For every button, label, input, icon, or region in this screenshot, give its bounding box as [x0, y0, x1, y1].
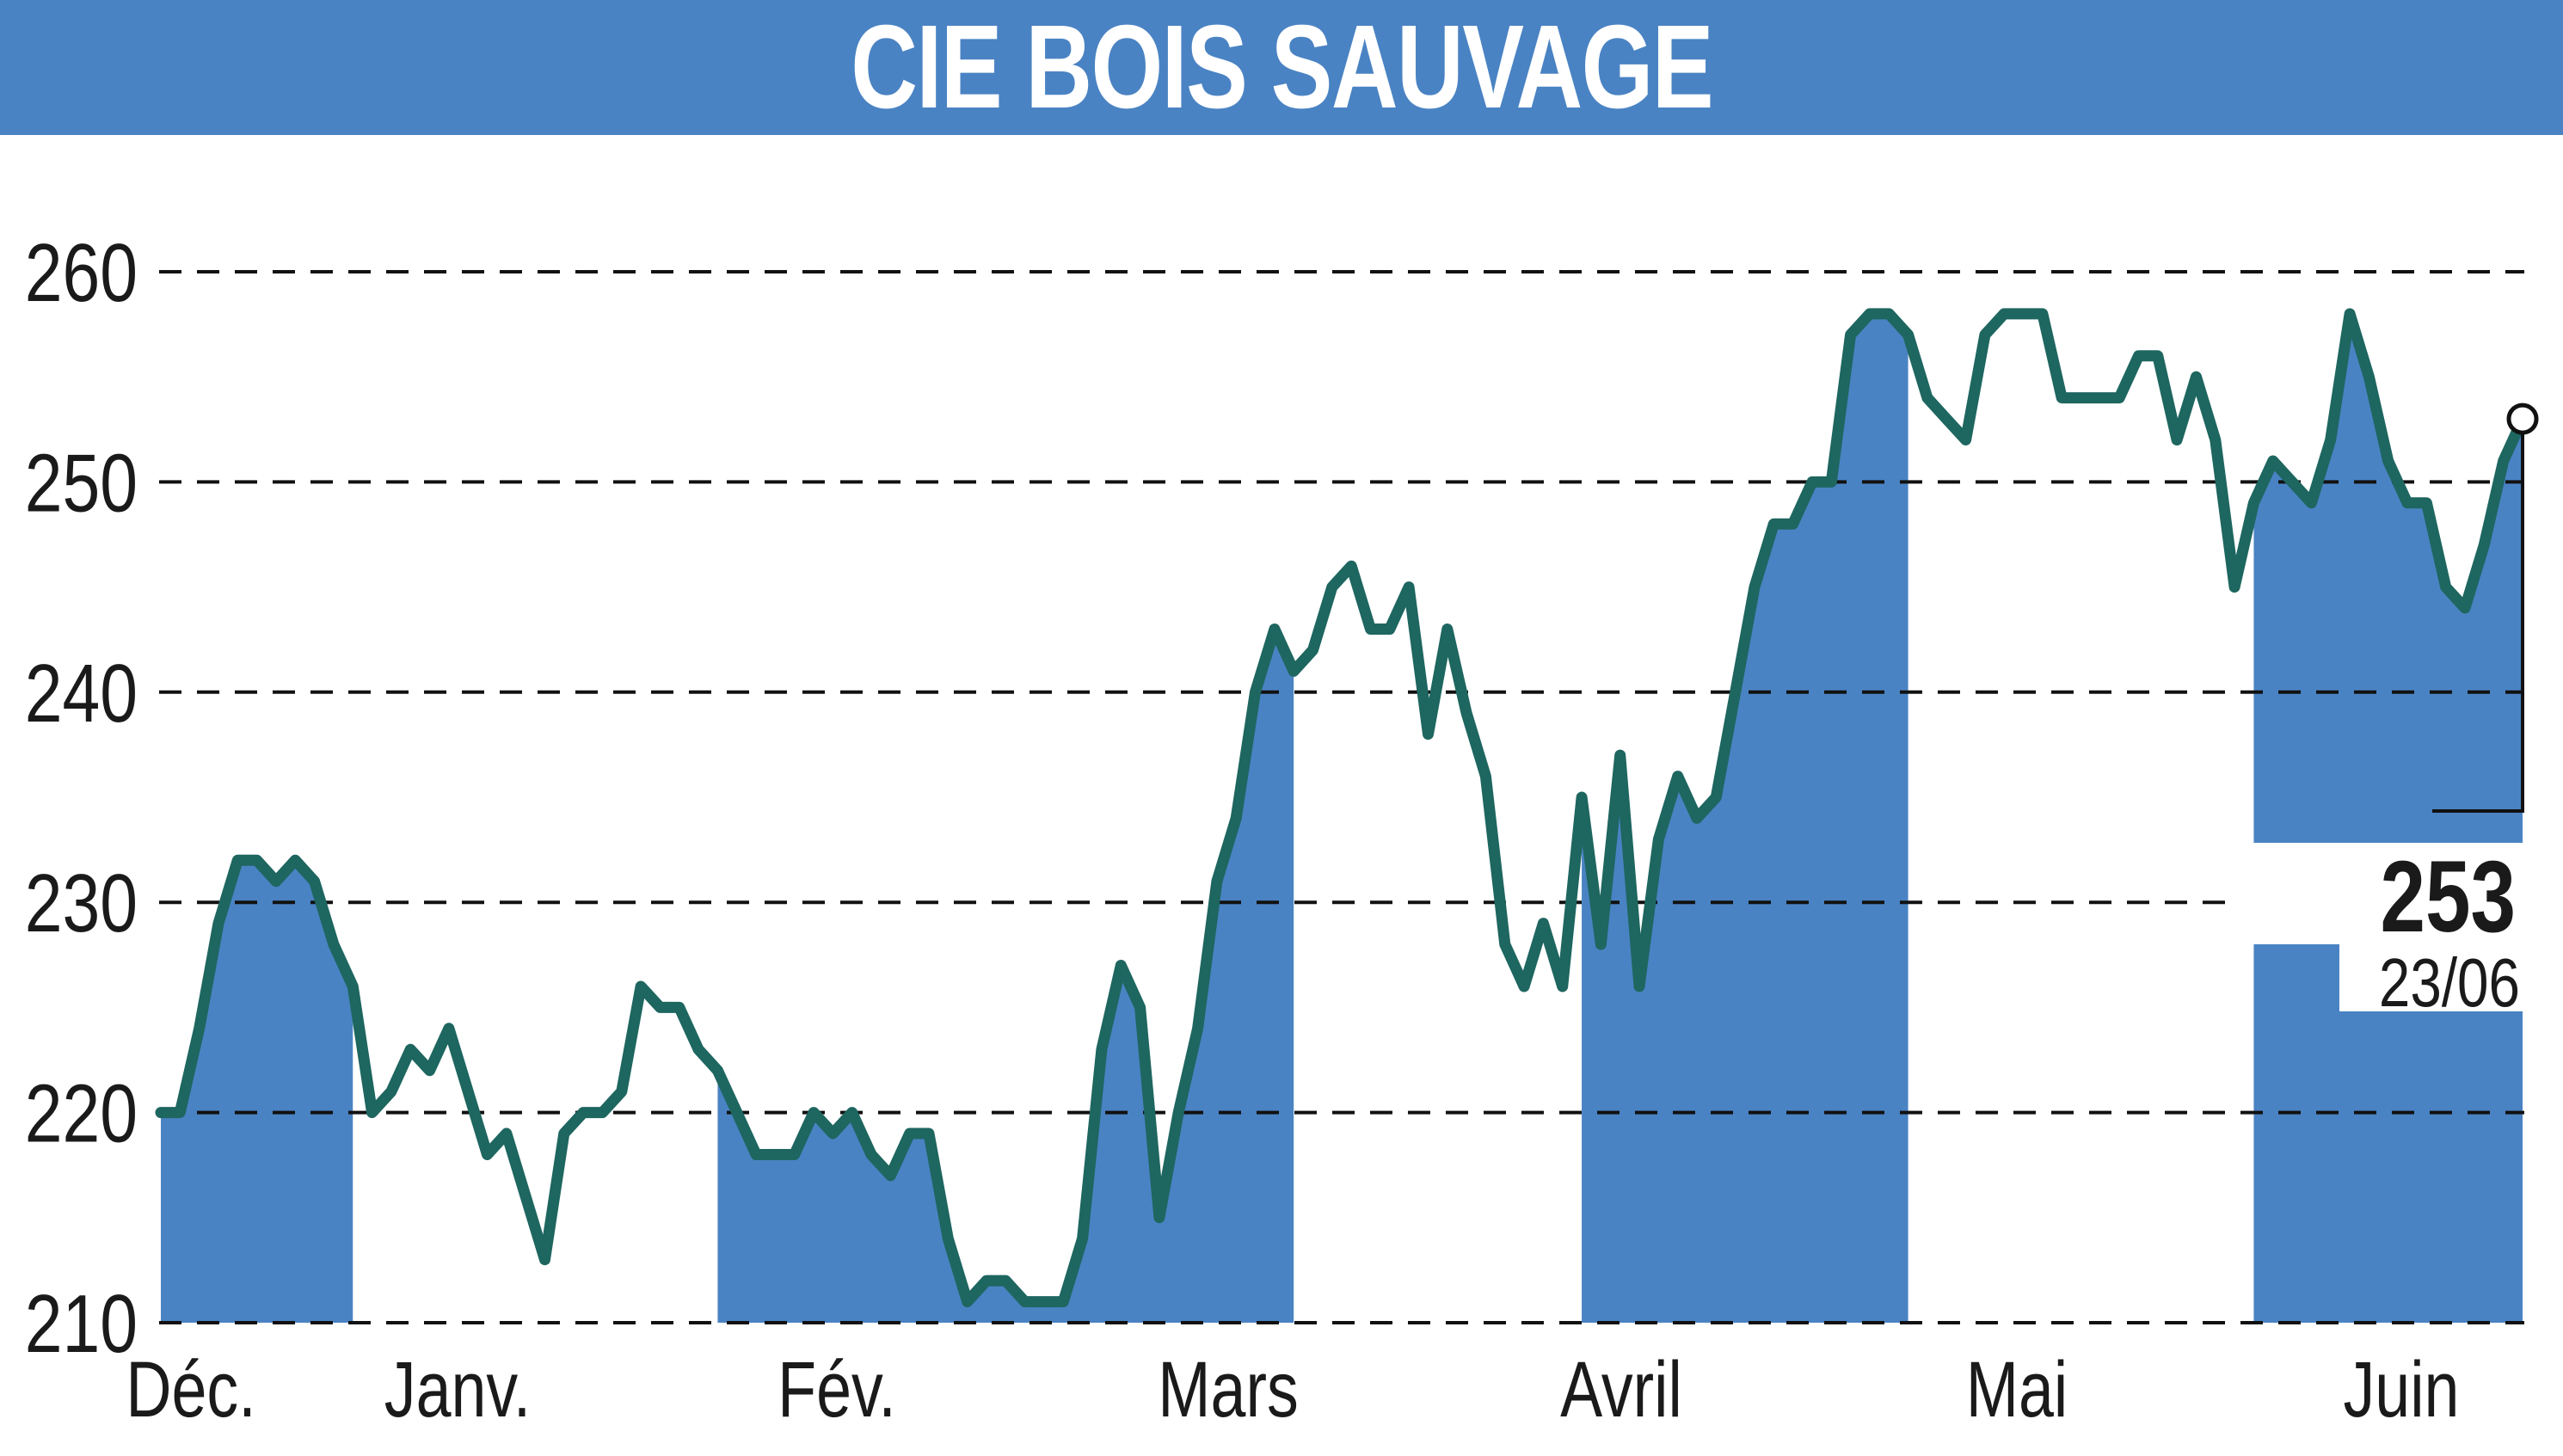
- y-tick-label: 230: [25, 857, 138, 949]
- y-tick-label: 240: [25, 647, 138, 739]
- callout-leader: [2432, 419, 2524, 813]
- x-tick-label: Mars: [1158, 1345, 1299, 1434]
- callout-knockout: [2339, 944, 2529, 1011]
- x-tick-label: Avril: [1560, 1345, 1682, 1434]
- last-date-label: 23/06: [2379, 944, 2520, 1022]
- last-point-marker: [2506, 402, 2539, 435]
- x-tick-label: Fév.: [778, 1345, 896, 1434]
- month-bands: [161, 313, 2523, 1323]
- x-tick-label: Déc.: [126, 1345, 255, 1434]
- y-tick-label: 220: [25, 1067, 138, 1159]
- last-value-label: 253: [2381, 839, 2516, 954]
- x-tick-label: Mai: [1966, 1345, 2068, 1434]
- x-tick-label: Janv.: [384, 1345, 531, 1434]
- callout-knockout: [2232, 843, 2529, 944]
- y-axis-ticks: 210 220 230 240 250 260: [25, 227, 138, 1370]
- price-line: [155, 308, 2529, 1308]
- grid-lines: [159, 270, 2524, 1324]
- y-tick-label: 260: [25, 227, 138, 319]
- x-axis-ticks: Déc. Janv. Fév. Mars Avril Mai Juin: [126, 1345, 2459, 1434]
- month-band-6: [2253, 313, 2523, 1323]
- chart-title: CIE BOIS SAUVAGE: [851, 1, 1713, 133]
- month-band-4: [1582, 313, 1908, 1323]
- title-bar: CIE BOIS SAUVAGE: [0, 0, 2563, 135]
- y-tick-label: 250: [25, 437, 138, 529]
- y-tick-label: 210: [25, 1278, 138, 1370]
- x-tick-label: Juin: [2343, 1345, 2459, 1434]
